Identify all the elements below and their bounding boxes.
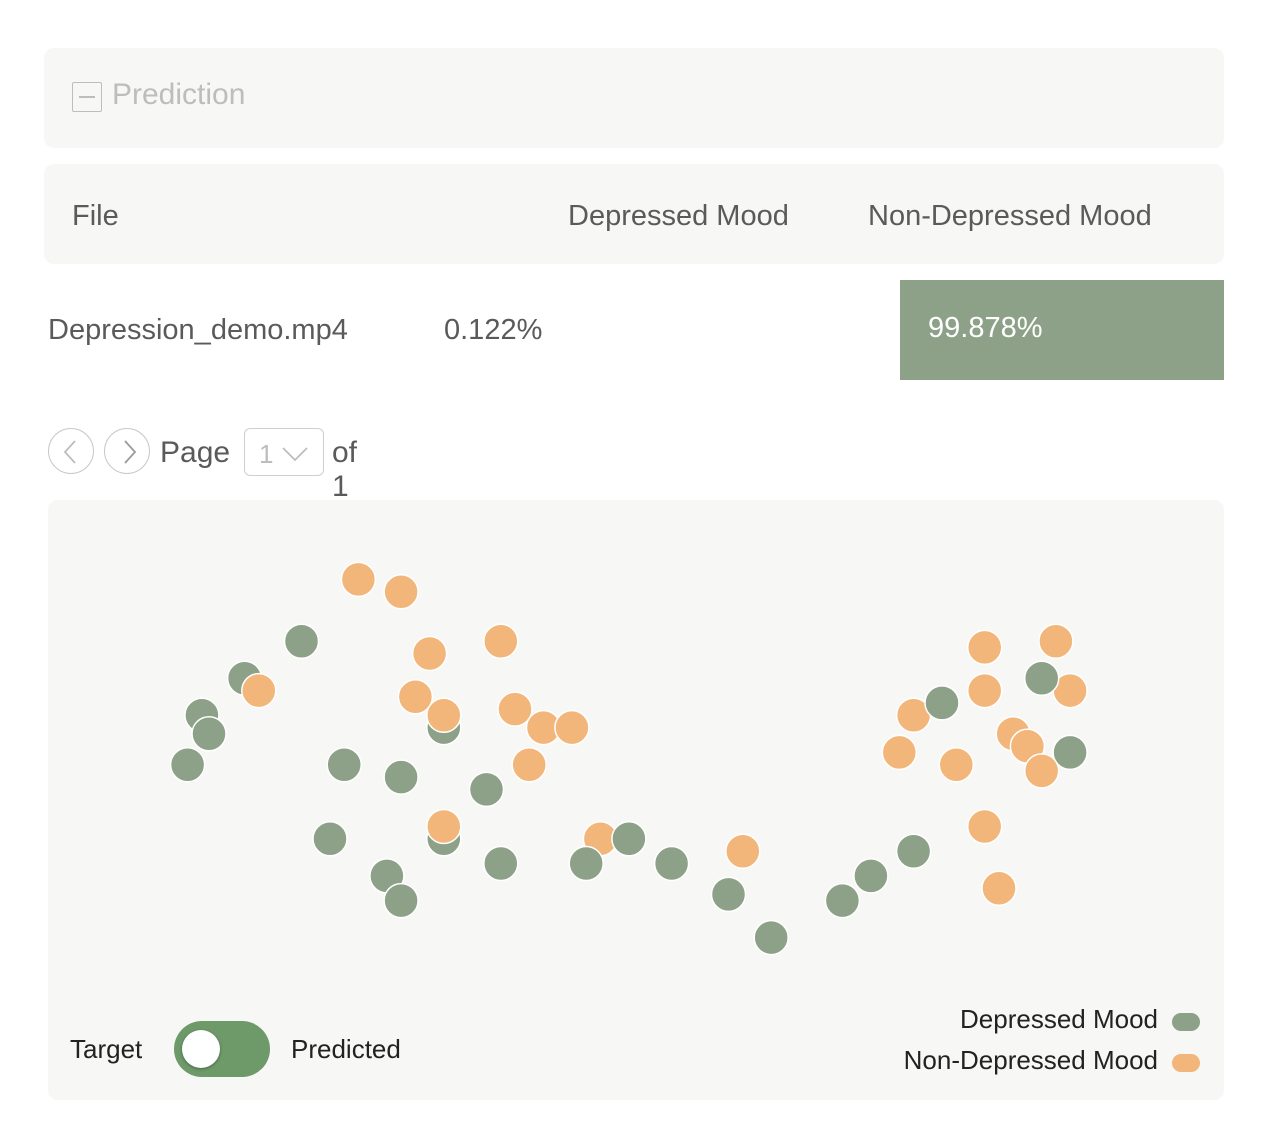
non-depressed-point-4 xyxy=(241,672,277,709)
table-row: Depression_demo.mp4 0.122% 99.878% xyxy=(44,280,1224,380)
non-depressed-point-11 xyxy=(426,808,462,845)
legend-item-depressed: Depressed Mood xyxy=(880,1004,1200,1034)
non-depressed-point-15 xyxy=(1038,623,1074,659)
depressed-point-21 xyxy=(1052,734,1088,771)
page-total-label: of 1 xyxy=(332,436,358,503)
depressed-point-13 xyxy=(383,882,419,919)
prediction-title: Prediction xyxy=(112,78,246,111)
depressed-point-23 xyxy=(853,858,889,894)
depressed-point-3 xyxy=(191,716,227,752)
depressed-cell: 0.122% xyxy=(444,314,543,346)
depressed-point-0 xyxy=(283,623,320,659)
minus-square-icon[interactable] xyxy=(72,82,102,112)
non-depressed-point-7 xyxy=(497,691,533,727)
page-label: Page xyxy=(160,436,231,469)
depressed-point-19 xyxy=(924,685,960,721)
toggle-label-predicted: Predicted xyxy=(291,1034,401,1064)
page-select[interactable]: 1 xyxy=(244,428,324,476)
non-depressed-point-25 xyxy=(981,870,1017,906)
depressed-point-4 xyxy=(169,746,206,783)
chevron-left-icon xyxy=(63,440,76,464)
depressed-point-7 xyxy=(383,759,419,795)
legend-item-non-depressed: Non-Depressed Mood xyxy=(840,1045,1200,1075)
toggle-knob[interactable] xyxy=(182,1030,220,1068)
legend-swatch-non-depressed xyxy=(1172,1054,1200,1072)
target-predicted-toggle[interactable] xyxy=(174,1021,270,1077)
non-depressed-point-9 xyxy=(554,709,590,746)
file-cell: Depression_demo.mp4 xyxy=(48,314,348,346)
non-depressed-point-14 xyxy=(966,629,1003,666)
depressed-point-24 xyxy=(824,882,861,919)
non-depressed-point-2 xyxy=(411,635,448,672)
depressed-point-15 xyxy=(653,845,690,882)
depressed-point-17 xyxy=(710,876,747,913)
non-depressed-point-16 xyxy=(966,672,1003,709)
depressed-point-18 xyxy=(753,919,789,956)
chevron-right-icon xyxy=(124,440,137,464)
non-depressed-cell: 99.878% xyxy=(900,280,1224,380)
legend-label-non-depressed: Non-Depressed Mood xyxy=(903,1045,1158,1075)
scatter-chart-panel: Target Predicted Depressed Mood Non-Depr… xyxy=(48,500,1224,1100)
non-depressed-point-0 xyxy=(340,561,377,598)
depressed-point-11 xyxy=(483,845,519,882)
depressed-point-16 xyxy=(568,845,604,882)
non-depressed-point-23 xyxy=(1023,753,1060,789)
depressed-point-20 xyxy=(1023,660,1060,696)
non-depressed-point-6 xyxy=(426,697,462,734)
prediction-header[interactable]: Prediction xyxy=(44,48,1224,148)
legend-label-depressed: Depressed Mood xyxy=(960,1004,1158,1034)
column-header-depressed: Depressed Mood xyxy=(568,200,789,232)
legend-swatch-depressed xyxy=(1172,1013,1200,1031)
depressed-point-8 xyxy=(468,771,505,808)
non-depressed-point-3 xyxy=(483,623,519,659)
column-header-non-depressed: Non-Depressed Mood xyxy=(868,200,1152,232)
non-depressed-point-5 xyxy=(397,679,434,715)
table-header: File Depressed Mood Non-Depressed Mood xyxy=(44,164,1224,264)
page-select-value: 1 xyxy=(259,439,274,469)
prev-page-button[interactable] xyxy=(48,428,94,474)
depressed-point-5 xyxy=(326,746,362,783)
depressed-point-22 xyxy=(895,833,932,869)
scatter-plot xyxy=(169,561,1088,956)
non-depressed-point-13 xyxy=(725,833,761,869)
depressed-point-10 xyxy=(312,821,348,857)
non-depressed-point-21 xyxy=(881,734,918,771)
non-depressed-point-24 xyxy=(966,808,1003,845)
non-depressed-point-10 xyxy=(511,746,547,783)
column-header-file: File xyxy=(72,200,119,232)
next-page-button[interactable] xyxy=(104,428,150,474)
non-depressed-point-1 xyxy=(383,574,419,610)
depressed-point-14 xyxy=(611,821,647,857)
non-depressed-point-22 xyxy=(938,746,975,783)
toggle-label-target: Target xyxy=(70,1034,143,1064)
chevron-down-icon xyxy=(282,447,308,462)
